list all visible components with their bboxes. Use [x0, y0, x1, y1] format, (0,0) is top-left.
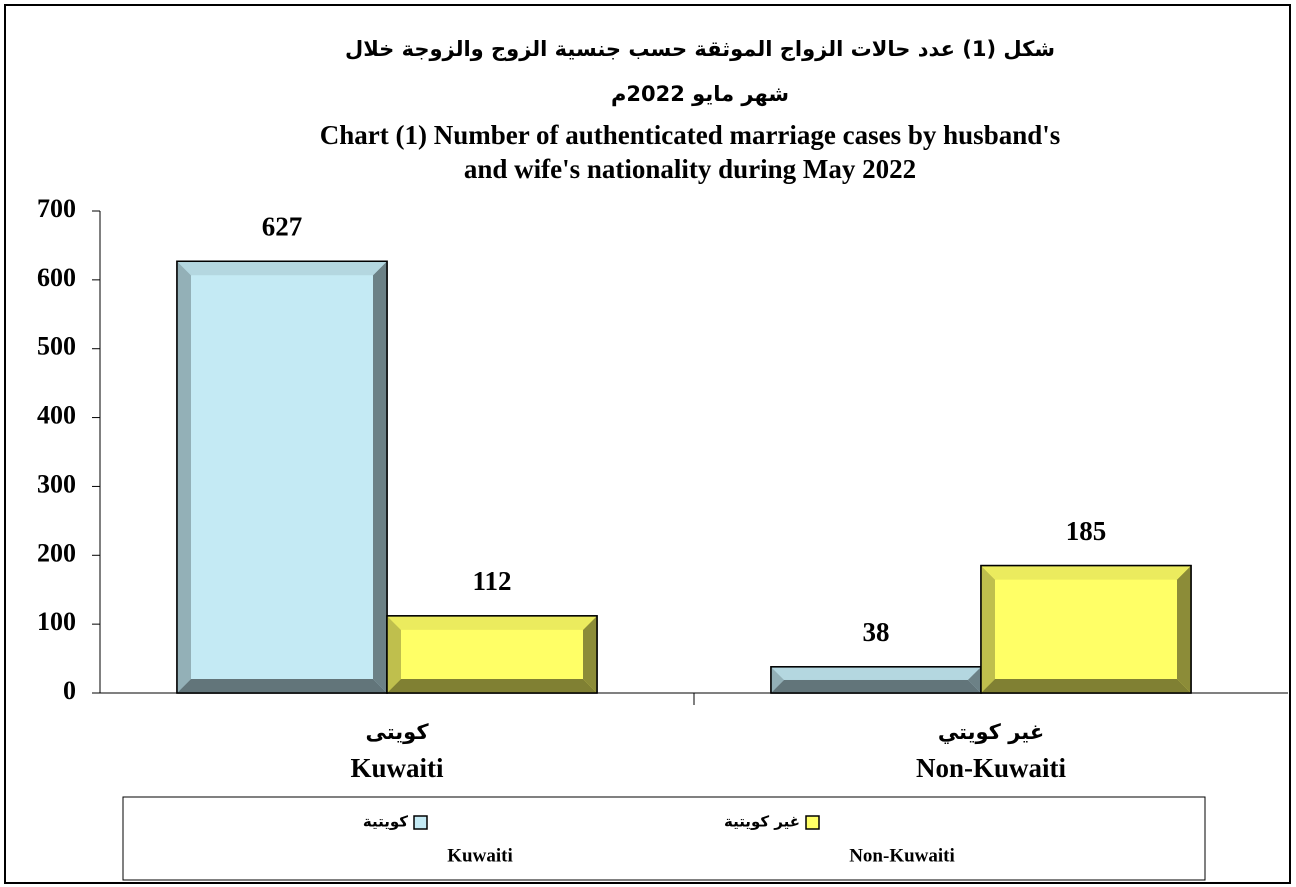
- bar-outline: [980, 564, 1192, 694]
- legend-swatch: [413, 815, 428, 830]
- bar: [980, 564, 1192, 694]
- bar-bevel: [771, 666, 785, 693]
- x-tick-label: Kuwaiti: [350, 753, 444, 783]
- chart-subtitle: and wife's nationality during May 2022: [464, 154, 916, 184]
- bar-bevel: [387, 615, 597, 630]
- data-label: 112: [472, 566, 511, 596]
- y-tick-label: 200: [37, 538, 76, 567]
- data-label: 38: [863, 617, 890, 647]
- bar-bevel: [177, 261, 387, 276]
- legend-label: غير كويتية: [724, 813, 800, 831]
- bar-bevel: [771, 666, 981, 680]
- data-label: 185: [1066, 516, 1107, 546]
- legend-label: كويتية: [363, 813, 408, 831]
- y-tick-label: 0: [63, 676, 76, 705]
- bar-bevel: [387, 679, 597, 693]
- bar-outline: [176, 260, 388, 694]
- bar-bevel: [771, 679, 981, 693]
- bar-bevel: [583, 615, 597, 693]
- legend: [122, 796, 1206, 881]
- x-tick-label: Non-Kuwaiti: [916, 753, 1067, 783]
- y-tick-label: 500: [37, 332, 76, 361]
- chart-subtitle: Chart (1) Number of authenticated marria…: [320, 120, 1061, 150]
- legend-swatch: [805, 815, 820, 830]
- x-tick-label: كويتى: [365, 720, 429, 744]
- chart-title: شكل (1) عدد حالات الزواج الموثقة حسب جنس…: [345, 37, 1055, 62]
- x-tick-label: غير كويتي: [938, 720, 1044, 744]
- y-tick-label: 700: [37, 194, 76, 223]
- y-tick-label: 100: [37, 607, 76, 636]
- bar-bevel: [981, 679, 1191, 693]
- chart-title: شهر مايو 2022م: [611, 82, 789, 106]
- data-label: 627: [262, 211, 303, 241]
- bar-bevel: [967, 666, 981, 693]
- legend-label: Non-Kuwaiti: [849, 845, 955, 866]
- bar-bevel: [387, 615, 401, 693]
- y-tick-label: 600: [37, 263, 76, 292]
- bar-bevel: [1177, 565, 1191, 693]
- bar-outline: [386, 615, 598, 694]
- legend-label: Kuwaiti: [447, 845, 512, 866]
- bar-bevel: [373, 261, 387, 693]
- bar-bevel: [177, 679, 387, 693]
- y-tick-label: 400: [37, 401, 76, 430]
- bar-bevel: [981, 565, 1191, 580]
- bar-bevel: [177, 261, 191, 693]
- bar: [176, 260, 388, 694]
- y-tick-label: 300: [37, 469, 76, 498]
- bar-bevel: [981, 565, 995, 693]
